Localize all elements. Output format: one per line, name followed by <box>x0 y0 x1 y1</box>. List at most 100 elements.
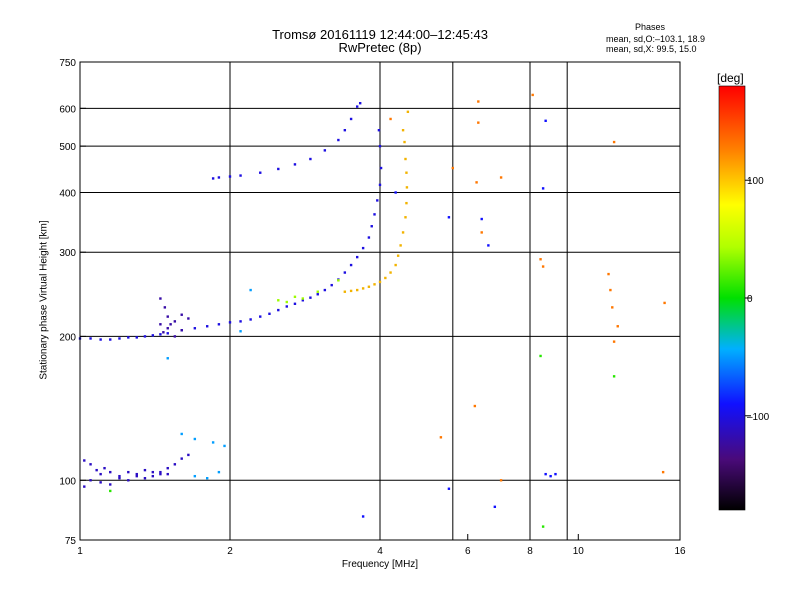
data-point <box>217 323 221 326</box>
data-point <box>180 329 183 332</box>
data-point <box>118 477 121 480</box>
data-point <box>259 315 262 318</box>
data-point <box>211 441 215 444</box>
y-tick-label: 100 <box>59 476 76 487</box>
data-point <box>162 331 165 334</box>
colorbar-ticks: 100 0 –100 <box>745 176 770 423</box>
data-point <box>361 287 365 290</box>
colorbar-tick-label: –100 <box>747 412 770 423</box>
data-point <box>109 489 112 493</box>
data-point <box>404 216 407 219</box>
data-point <box>109 470 112 474</box>
data-point <box>373 213 376 216</box>
data-point <box>277 299 280 302</box>
data-point <box>370 225 373 228</box>
data-point <box>83 459 86 462</box>
data-point <box>343 271 347 274</box>
colorbar <box>719 86 745 510</box>
data-point <box>330 283 333 287</box>
data-point <box>159 470 162 474</box>
data-point <box>118 474 121 478</box>
data-point <box>480 217 483 221</box>
data-point <box>135 474 138 478</box>
data-point <box>493 505 497 509</box>
data-point <box>316 290 319 293</box>
data-point <box>239 330 242 333</box>
data-point <box>193 474 197 478</box>
data-point <box>406 110 410 114</box>
chart-title: Tromsø 20161119 12:44:00–12:45:43 <box>272 27 488 42</box>
data-point <box>193 437 197 441</box>
data-point <box>355 255 359 259</box>
data-point <box>499 176 503 179</box>
data-point <box>378 280 382 284</box>
data-point <box>268 312 271 315</box>
x-tick-label: 1 <box>77 546 83 557</box>
data-point <box>475 181 478 184</box>
data-point <box>211 177 215 180</box>
data-point <box>539 354 542 358</box>
data-point <box>612 340 616 343</box>
data-point <box>355 105 359 108</box>
data-point <box>180 432 183 436</box>
data-point <box>337 279 340 282</box>
data-point <box>99 338 102 341</box>
data-point <box>151 470 155 474</box>
data-point <box>228 321 232 324</box>
data-point <box>487 244 490 247</box>
data-point <box>343 128 347 132</box>
x-tick-label: 16 <box>674 546 686 557</box>
data-point <box>531 93 534 97</box>
data-point <box>99 472 102 476</box>
data-point <box>404 157 407 161</box>
data-point <box>293 295 297 299</box>
data-point <box>301 299 305 302</box>
data-point <box>401 231 405 234</box>
data-point <box>612 140 616 144</box>
y-tick-label: 200 <box>59 332 76 343</box>
data-point <box>611 306 614 309</box>
data-point <box>389 117 392 121</box>
data-point <box>285 305 288 308</box>
data-point <box>166 472 169 476</box>
data-point <box>544 119 547 123</box>
data-point <box>293 302 297 305</box>
data-point <box>323 149 327 152</box>
data-point <box>379 166 383 170</box>
data-point <box>401 128 405 132</box>
data-point <box>405 201 408 205</box>
data-point <box>439 436 443 439</box>
data-point <box>193 327 197 330</box>
data-point <box>187 453 190 457</box>
data-point <box>223 444 226 448</box>
phases-o-stats: mean, sd,O:–103.1, 18.9 <box>606 34 706 44</box>
data-point <box>217 176 221 179</box>
data-point <box>143 477 147 480</box>
data-point <box>169 323 172 326</box>
data-point <box>239 320 242 323</box>
data-point <box>135 472 138 476</box>
y-tick-label: 600 <box>59 104 76 115</box>
point-layer <box>78 93 666 528</box>
data-point <box>609 288 612 292</box>
data-point <box>349 289 353 293</box>
x-tick-label: 8 <box>527 546 533 557</box>
data-point <box>159 297 162 300</box>
y-tick-label: 400 <box>59 188 76 199</box>
data-point <box>159 472 162 476</box>
data-point <box>367 285 371 288</box>
data-point <box>663 301 666 305</box>
data-point <box>376 199 379 202</box>
data-point <box>127 336 130 339</box>
data-point <box>143 468 147 472</box>
data-point <box>661 470 665 474</box>
data-point <box>541 187 545 190</box>
phases-x-stats: mean, sd,X: 99.5, 15.0 <box>606 44 697 54</box>
data-point <box>135 336 138 339</box>
data-point <box>541 525 545 528</box>
data-point <box>166 315 169 318</box>
data-point <box>159 333 162 336</box>
data-point <box>378 144 382 148</box>
grid-layer <box>80 62 680 540</box>
